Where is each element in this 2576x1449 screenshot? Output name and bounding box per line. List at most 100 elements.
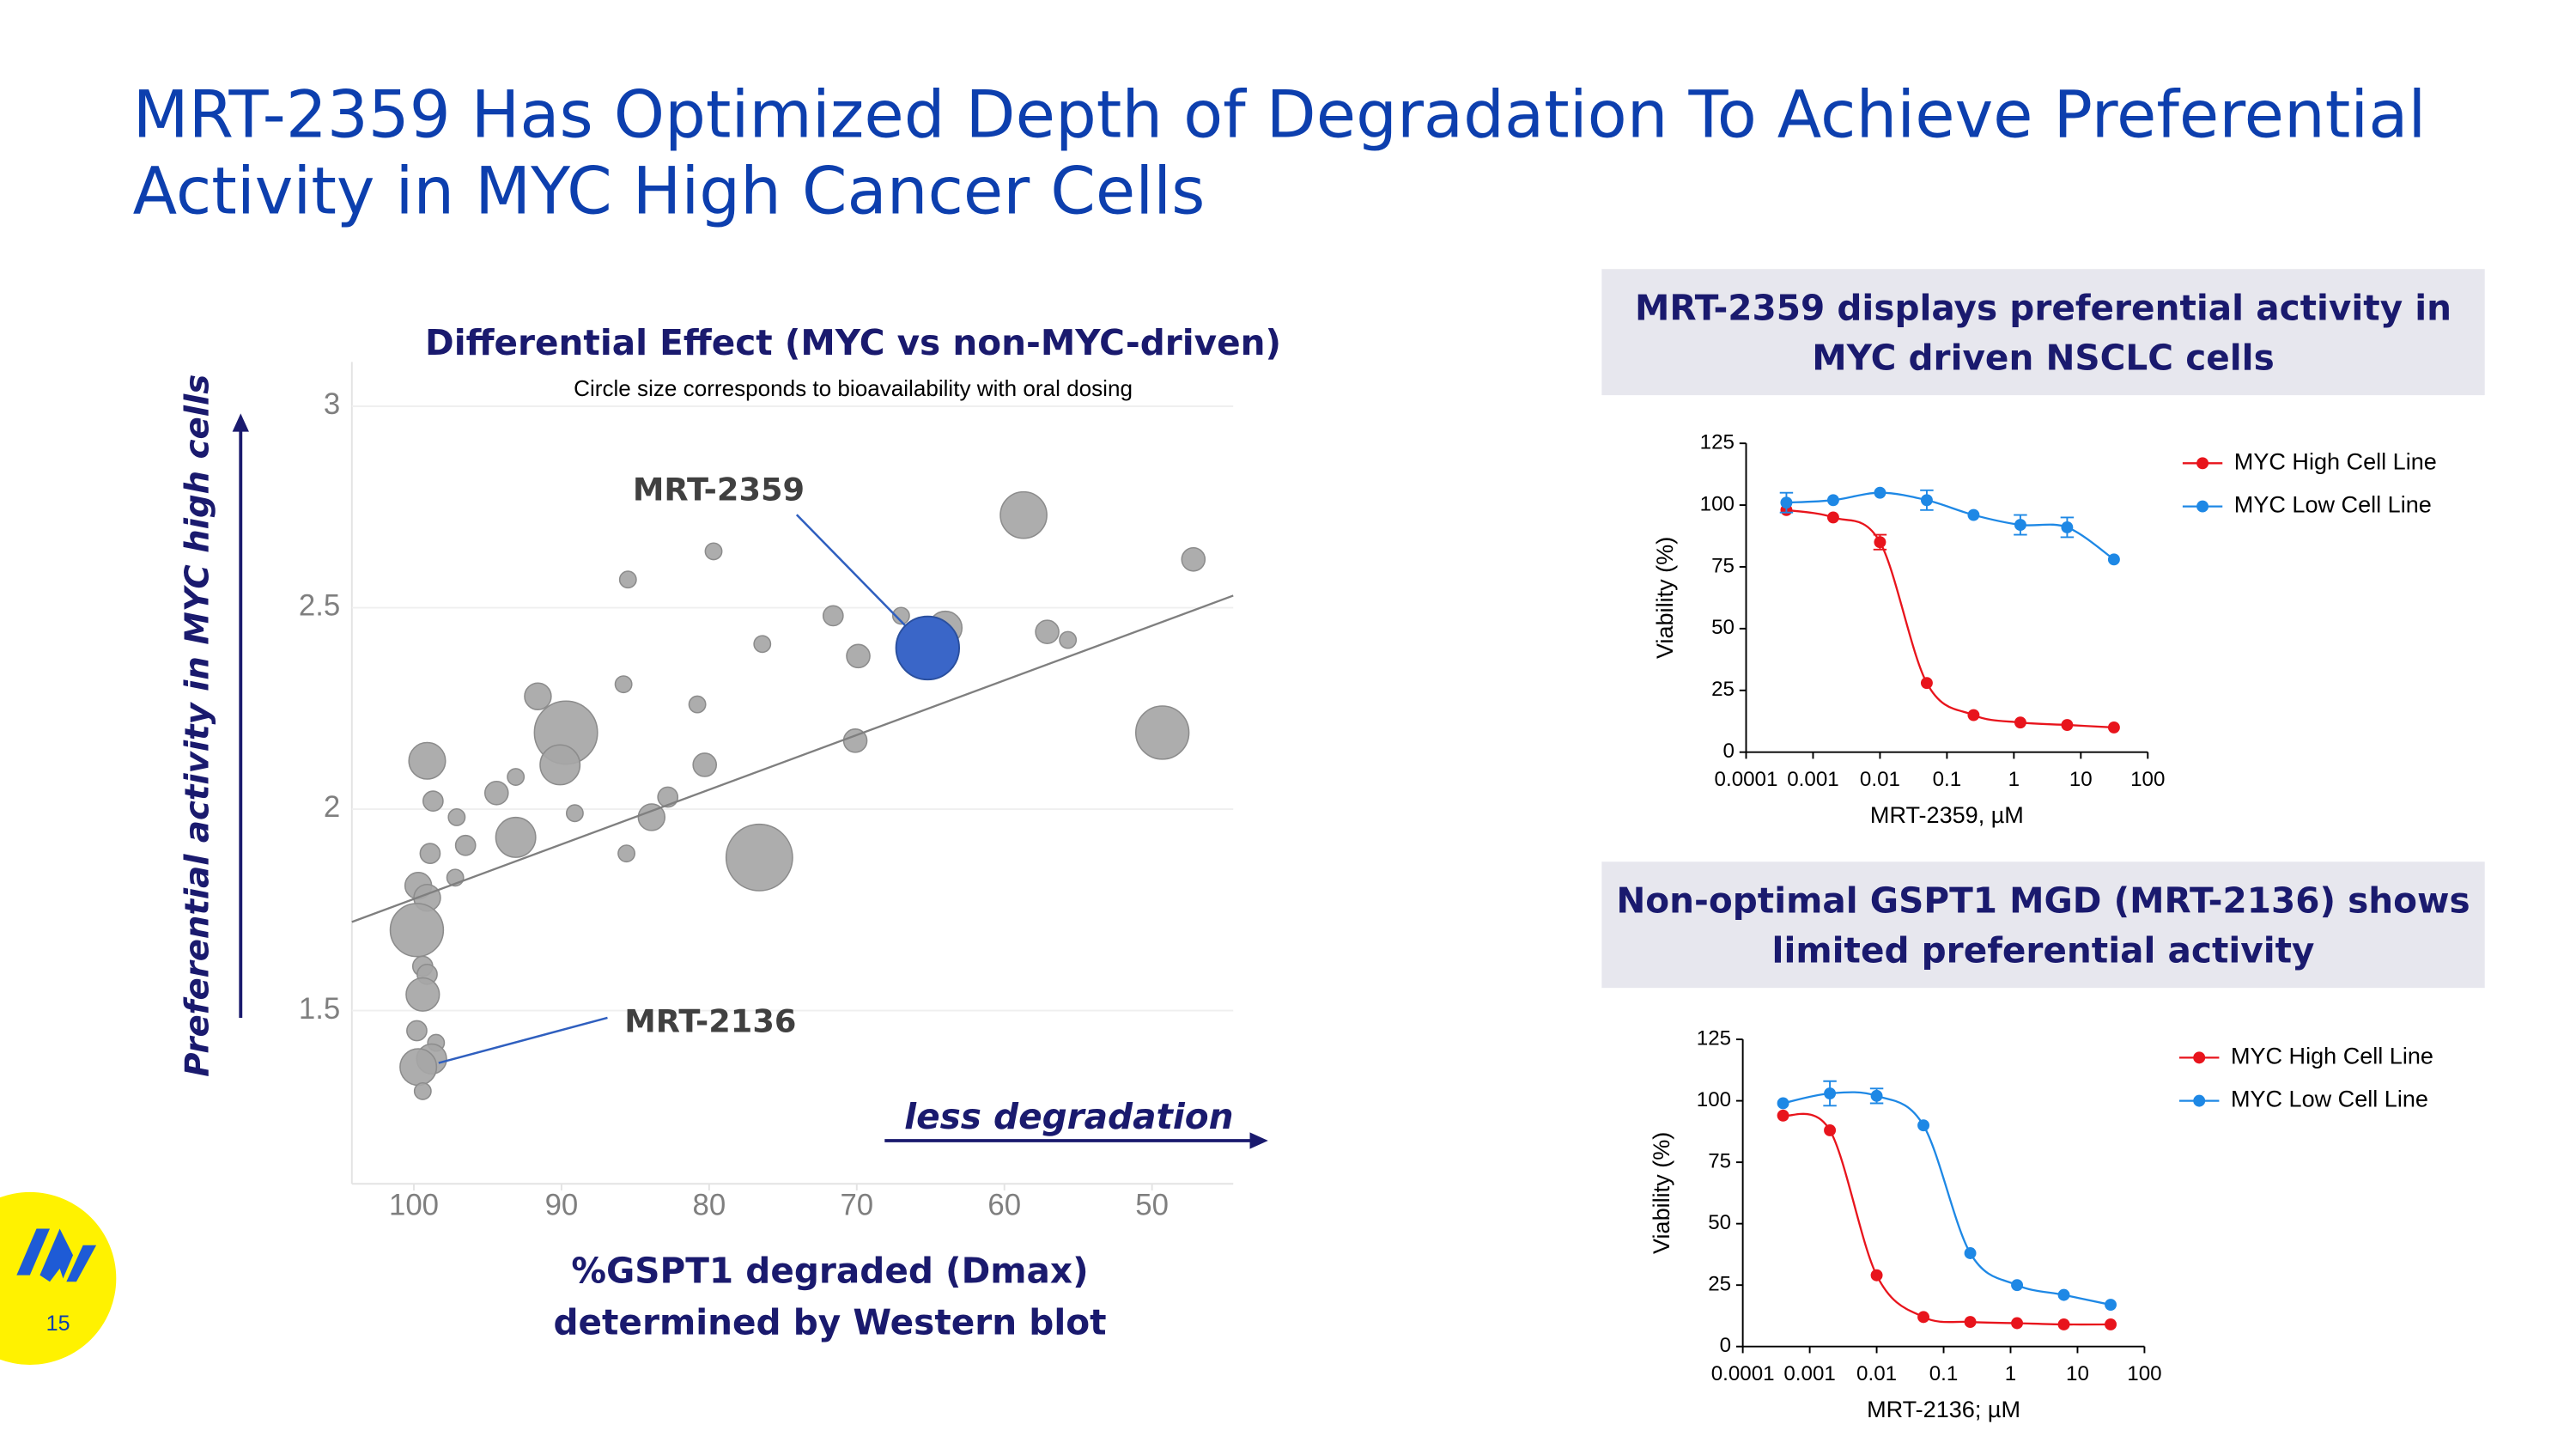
dose-response-chart: MRT-2359 displays preferential activity … [1601,269,2485,828]
bubble [405,977,440,1012]
bubble [1059,630,1078,649]
data-point [2061,719,2074,732]
bubble [704,542,723,561]
bubble [413,1081,432,1100]
bubble [422,790,444,813]
legend-marker [2196,500,2209,513]
data-point [1967,709,1980,721]
bubble [406,1020,428,1042]
dose-response-chart: Non-optimal GSPT1 MGD (MRT-2136) shows li… [1601,861,2485,1422]
legend-label: MYC High Cell Line [2234,448,2437,474]
x-tick-label: 60 [987,1190,1021,1222]
y-tick-label: 2.5 [299,590,340,623]
data-point [1964,1316,1977,1329]
title-box [1601,269,2485,396]
title-box [1601,861,2485,989]
chart-subtitle: Circle size corresponds to bioavailabili… [574,375,1133,401]
x-tick-label: 0.01 [1860,768,1900,791]
y-tick-label: 100 [1700,492,1735,515]
x-tick-label: 80 [693,1190,726,1222]
x-axis-label: MRT-2359, µM [1870,802,2024,828]
data-point [1826,511,1839,524]
data-point [1870,1089,1883,1102]
bubble [688,695,707,714]
bubble [657,786,679,808]
legend-label: MYC Low Cell Line [2231,1087,2428,1112]
y-tick-label: 1.5 [299,993,340,1026]
data-point [1967,508,1980,521]
chart-title: limited preferential activity [1772,930,2315,971]
legend-marker [2193,1094,2206,1107]
annotation-label: MRT-2136 [624,1002,796,1039]
highlight-bubble [895,615,961,681]
bubble [454,834,477,856]
annotation-label: MRT-2359 [633,472,805,508]
chart-title: MRT-2359 displays preferential activity … [1635,288,2451,329]
bubble [891,606,910,625]
x-tick-label: 0.0001 [1715,768,1778,791]
x-tick-label: 0.1 [1929,1362,1959,1385]
chart-title: Non-optimal GSPT1 MGD (MRT-2136) shows [1616,880,2470,922]
page-badge [0,1191,117,1365]
bubble [617,844,636,863]
x-axis-label: %GSPT1 degraded (Dmax) [571,1251,1088,1292]
x-tick-label: 70 [840,1190,873,1222]
data-point [2057,1318,2070,1330]
page-number: 15 [46,1312,70,1336]
bubble [419,843,441,865]
slide-title: MRT-2359 Has Optimized Depth of Degradat… [133,77,2427,153]
x-tick-label: 1 [2008,768,2020,791]
bubble [447,808,466,826]
trendline [351,594,1234,923]
x-tick-label: 100 [389,1190,439,1222]
bubble [614,675,633,694]
bubble [399,1048,438,1087]
data-point [1920,677,1933,690]
x-tick-label: 90 [545,1190,579,1222]
y-tick-label: 0 [1720,1334,1731,1357]
bubble [637,803,666,831]
data-point [2014,716,2026,729]
bubble [1134,705,1190,760]
data-point [2061,521,2074,533]
x-tick-label: 100 [2127,1362,2161,1385]
y-axis-label: Viability (%) [1649,1132,1674,1254]
bubble [846,643,871,669]
bubble [539,744,581,786]
x-tick-label: 10 [2069,768,2093,791]
bubble [524,682,552,710]
legend-marker [2193,1051,2206,1064]
bubble [507,768,526,786]
y-tick-label: 0 [1723,740,1735,763]
bubble [565,804,584,823]
bubble [753,635,772,654]
y-tick-label: 75 [1708,1150,1731,1173]
legend-label: MYC High Cell Line [2231,1043,2433,1068]
data-point [1870,1269,1883,1282]
y-tick-label: 3 [324,388,340,421]
x-tick-label: 0.0001 [1711,1362,1775,1385]
bubble [999,490,1048,539]
data-point [2107,553,2120,566]
data-point [1777,1097,1789,1110]
data-point [1917,1311,1930,1324]
data-point [1874,536,1886,549]
chart-title: Differential Effect (MYC vs non-MYC-driv… [425,322,1281,363]
x-tick-label: 0.1 [1933,768,1962,791]
data-point [2011,1317,2024,1330]
bubble [618,570,637,589]
bubble [495,816,537,858]
bubble [692,752,718,777]
bubble [725,823,793,892]
chart-title: MYC driven NSCLC cells [1812,337,2274,378]
y-tick-label: 2 [324,791,340,824]
x-tick-label: 50 [1135,1190,1169,1222]
data-point [1874,486,1886,499]
data-point [2105,1299,2117,1312]
y-axis-label: Preferential activity in MYC high cells [178,374,216,1077]
bubble [408,741,447,780]
bubble [822,605,844,627]
x-tick-label: 0.01 [1856,1362,1897,1385]
